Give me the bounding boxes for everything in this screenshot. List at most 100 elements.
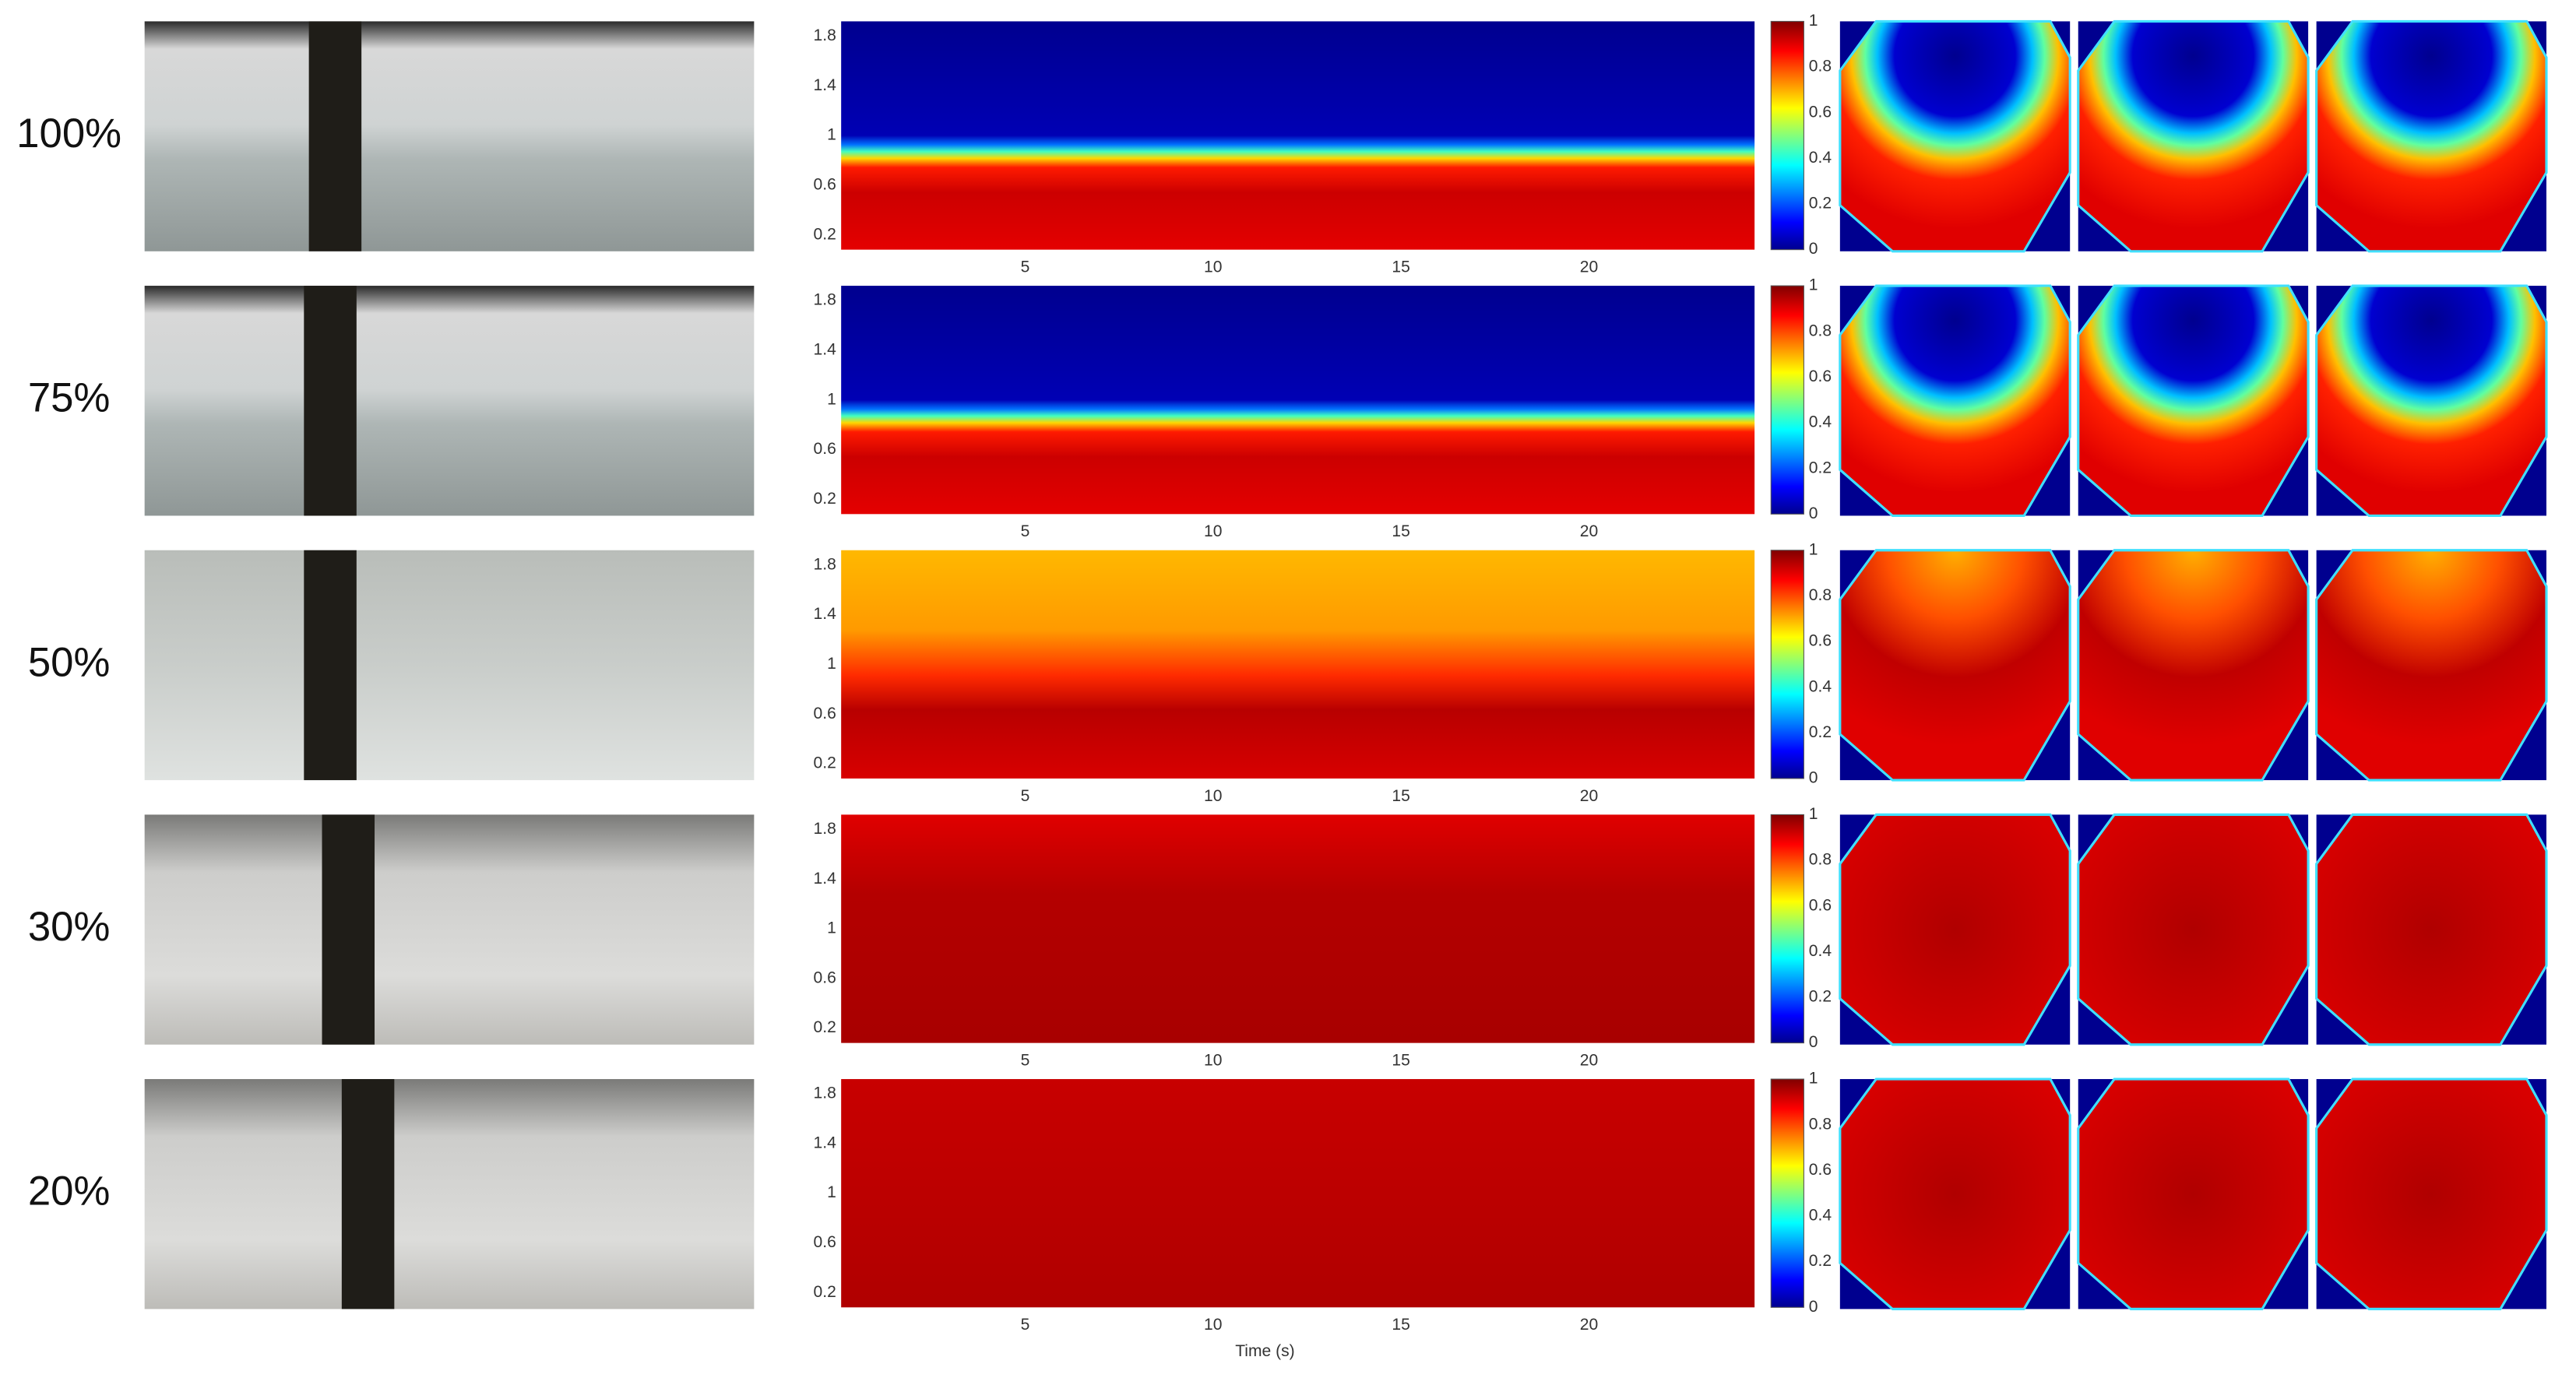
y-tick-label: 0.2 — [814, 490, 836, 508]
tomogram — [2077, 1077, 2310, 1310]
tomogram-field — [1839, 549, 2071, 782]
tomogram-field — [2077, 549, 2310, 782]
x-tick-label: 20 — [1580, 1316, 1598, 1334]
colorbar-tick-label: 1 — [1809, 540, 1818, 558]
x-tick-label: 10 — [1204, 1051, 1222, 1069]
heatmap — [841, 550, 1755, 779]
tomogram — [1839, 813, 2071, 1046]
x-tick-label: 20 — [1580, 787, 1598, 805]
tomogram — [2315, 549, 2548, 782]
y-tick-label: 0.2 — [814, 1283, 836, 1301]
y-tick-label: 1.4 — [814, 1134, 837, 1151]
colorbar-tick-label: 0.2 — [1809, 723, 1832, 741]
colorbar — [1770, 814, 1804, 1044]
tomogram-field — [1839, 284, 2071, 518]
tomogram — [2315, 284, 2548, 518]
photo — [144, 550, 755, 781]
x-tick-label: 15 — [1392, 787, 1409, 805]
x-tick-label: 15 — [1392, 1316, 1409, 1334]
tomogram-field — [1839, 19, 2071, 253]
colorbar-tick-label: 0.6 — [1809, 367, 1832, 385]
x-tick-label: 10 — [1204, 1316, 1222, 1334]
tomogram — [2315, 1077, 2548, 1310]
colorbar-tick-label: 0.4 — [1809, 149, 1832, 167]
colorbar-tick-label: 1 — [1809, 805, 1818, 823]
y-tick-label: 1.4 — [814, 870, 837, 888]
colorbar-tick-label: 0 — [1809, 1033, 1818, 1051]
heatmap — [841, 814, 1755, 1043]
y-tick-label: 0.2 — [814, 754, 836, 772]
tomogram-field — [2315, 549, 2548, 782]
x-tick-label: 5 — [1021, 258, 1030, 276]
y-tick-label: 1.8 — [814, 26, 836, 44]
colorbar — [1770, 550, 1804, 779]
colorbar-tick-label: 0.6 — [1809, 1161, 1832, 1179]
photo-background — [144, 286, 755, 516]
colorbar — [1770, 20, 1804, 251]
colorbar-tick-label: 0.6 — [1809, 896, 1832, 914]
colorbar-tick-label: 0.4 — [1809, 942, 1832, 960]
colorbar-tick-label: 0 — [1809, 1298, 1818, 1316]
tape — [304, 550, 357, 781]
photo — [144, 21, 755, 251]
photo — [144, 286, 755, 516]
y-tick-label: 1 — [827, 655, 836, 673]
colorbar-tick-label: 0 — [1809, 769, 1818, 787]
y-tick-label: 1.4 — [814, 605, 837, 623]
y-tick-label: 1.4 — [814, 76, 837, 94]
y-tick-label: 0.6 — [814, 968, 836, 986]
colorbar-tick-label: 0.2 — [1809, 1252, 1832, 1270]
colorbar-tick-label: 0.2 — [1809, 459, 1832, 476]
y-tick-label: 1.8 — [814, 555, 836, 573]
x-tick-label: 5 — [1021, 522, 1030, 540]
colorbar-tick-label: 0.2 — [1809, 988, 1832, 1006]
colorbar — [1770, 285, 1804, 515]
colorbar-tick-label: 0.8 — [1809, 851, 1832, 869]
heatmap — [841, 1079, 1755, 1308]
x-tick-label: 5 — [1021, 787, 1030, 805]
x-tick-label: 15 — [1392, 522, 1409, 540]
colorbar-tick-label: 0.6 — [1809, 103, 1832, 121]
tomogram-field — [1839, 813, 2071, 1046]
colorbar-tick-label: 1 — [1809, 276, 1818, 294]
colorbar-tick-label: 0.8 — [1809, 1115, 1832, 1133]
y-tick-label: 0.2 — [814, 1018, 836, 1036]
heatmap — [841, 21, 1755, 250]
tomogram-field — [2077, 19, 2310, 253]
tomogram — [2315, 19, 2548, 253]
colorbar-tick-label: 0.8 — [1809, 586, 1832, 604]
heatmap — [841, 286, 1755, 515]
x-tick-label: 10 — [1204, 522, 1222, 540]
y-tick-label: 0.6 — [814, 440, 836, 458]
tape — [304, 286, 357, 516]
tomogram-field — [2077, 1077, 2310, 1310]
tomogram — [1839, 284, 2071, 518]
x-tick-label: 15 — [1392, 1051, 1409, 1069]
y-tick-label: 1 — [827, 1183, 836, 1201]
colorbar-tick-label: 0.4 — [1809, 1207, 1832, 1225]
tomogram — [1839, 1077, 2071, 1310]
colorbar-tick-label: 0.8 — [1809, 58, 1832, 76]
y-tick-label: 1.8 — [814, 820, 836, 838]
colorbar-tick-label: 0.6 — [1809, 632, 1832, 650]
tomogram-field — [2315, 284, 2548, 518]
tomogram — [2315, 813, 2548, 1046]
tomogram-field — [2315, 1077, 2548, 1310]
y-tick-label: 0.6 — [814, 1233, 836, 1251]
y-tick-label: 0.6 — [814, 705, 836, 722]
y-tick-label: 1.8 — [814, 291, 836, 309]
x-tick-label: 20 — [1580, 258, 1598, 276]
y-tick-label: 1 — [827, 390, 836, 408]
row-label: 50% — [28, 639, 111, 685]
colorbar — [1770, 1078, 1804, 1308]
tape — [341, 1079, 395, 1309]
row-label: 30% — [28, 904, 111, 950]
x-tick-label: 5 — [1021, 1316, 1030, 1334]
tomogram — [2077, 813, 2310, 1046]
x-axis-label: Time (s) — [1235, 1342, 1295, 1360]
tape — [308, 21, 362, 251]
photo-background — [144, 814, 755, 1045]
y-tick-label: 0.6 — [814, 175, 836, 193]
